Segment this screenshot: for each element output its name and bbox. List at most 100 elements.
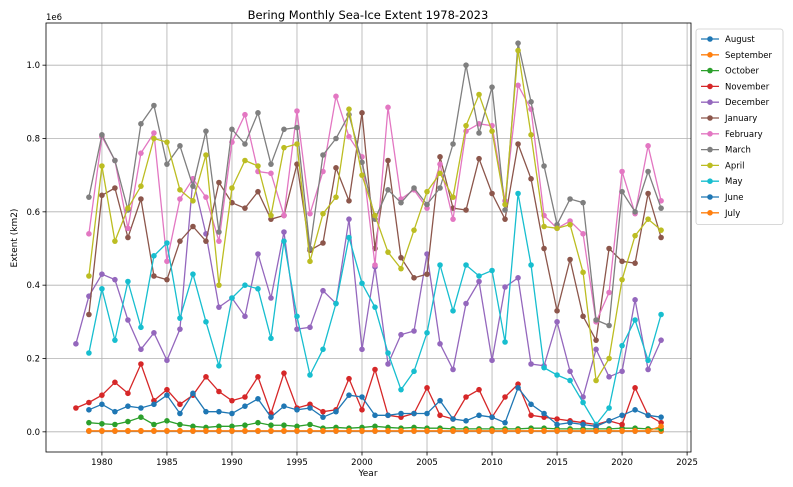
data-point-april	[190, 198, 196, 204]
data-point-may	[99, 286, 105, 292]
plot-frame	[45, 22, 692, 453]
data-point-december	[216, 304, 222, 310]
data-point-july	[346, 427, 352, 434]
data-point-november	[138, 361, 144, 367]
data-point-november	[528, 412, 534, 419]
data-point-april	[541, 223, 547, 230]
data-point-may	[658, 311, 664, 318]
data-point-april	[242, 157, 248, 164]
data-point-october	[177, 421, 183, 428]
data-point-january	[645, 190, 651, 197]
data-point-july	[372, 427, 378, 434]
data-point-november	[73, 405, 79, 411]
data-point-june	[372, 412, 378, 419]
data-point-january	[437, 154, 443, 160]
data-point-may	[528, 262, 534, 268]
data-point-may	[307, 372, 313, 378]
data-point-may	[463, 262, 469, 268]
data-point-april	[99, 163, 105, 169]
data-point-may	[86, 350, 92, 356]
data-point-june	[411, 410, 417, 417]
data-point-december	[138, 346, 144, 353]
data-point-may	[606, 405, 612, 411]
data-point-december	[515, 275, 521, 281]
data-point-december	[398, 331, 404, 338]
data-point-june	[138, 405, 144, 411]
data-point-july	[398, 427, 404, 434]
legend-marker-june	[707, 194, 713, 200]
series-may	[86, 190, 664, 428]
data-point-may	[515, 190, 521, 197]
data-point-march	[424, 201, 430, 208]
data-point-december	[437, 341, 443, 347]
data-point-february	[216, 238, 222, 244]
data-point-march	[645, 168, 651, 175]
data-point-december	[242, 313, 248, 320]
legend-box	[695, 28, 784, 226]
data-point-november	[476, 386, 482, 393]
data-point-december	[307, 324, 313, 331]
data-point-may	[450, 308, 456, 314]
data-point-november	[125, 390, 131, 397]
data-point-may	[255, 286, 261, 292]
data-point-march	[528, 99, 534, 105]
data-point-march	[138, 121, 144, 127]
data-point-january	[385, 157, 391, 164]
data-point-november	[242, 394, 248, 400]
data-point-july	[125, 427, 131, 434]
legend-item-july: July	[701, 209, 740, 219]
data-point-april	[437, 170, 443, 177]
data-point-may	[190, 271, 196, 277]
data-point-july	[112, 427, 118, 434]
data-point-march	[437, 185, 443, 191]
data-point-january	[528, 176, 534, 182]
data-point-june	[541, 410, 547, 417]
data-point-april	[489, 128, 495, 134]
data-point-february	[86, 231, 92, 237]
data-point-january	[242, 205, 248, 211]
data-point-april	[138, 183, 144, 189]
legend-item-june: June	[701, 193, 744, 203]
data-point-april	[151, 135, 157, 142]
data-point-april	[294, 141, 300, 147]
data-point-january	[411, 275, 417, 281]
data-point-may	[632, 317, 638, 323]
data-point-may	[437, 262, 443, 268]
data-point-april	[463, 122, 469, 129]
data-point-june	[567, 419, 573, 426]
data-point-november	[112, 379, 118, 386]
data-point-march	[658, 205, 664, 211]
data-point-july	[177, 427, 183, 434]
data-point-june	[346, 392, 352, 398]
data-point-april	[424, 188, 430, 195]
data-point-april	[164, 139, 170, 145]
data-point-december	[619, 368, 625, 375]
series-april	[86, 47, 664, 384]
data-point-july	[437, 427, 443, 434]
data-point-june	[385, 412, 391, 419]
x-tick-label: 2000	[351, 458, 373, 468]
data-point-june	[593, 423, 599, 430]
series-line-november	[75, 362, 662, 426]
data-point-may	[580, 399, 586, 406]
legend-label-april: April	[725, 161, 744, 171]
data-point-july	[658, 423, 664, 430]
data-point-december	[606, 374, 612, 380]
data-point-november	[281, 370, 287, 376]
data-point-may	[385, 350, 391, 356]
data-point-may	[554, 372, 560, 378]
data-point-may	[112, 337, 118, 343]
data-point-january	[489, 190, 495, 197]
legend-marker-september	[707, 52, 713, 58]
data-point-march	[268, 161, 274, 167]
data-point-april	[411, 227, 417, 233]
data-point-july	[86, 427, 92, 434]
data-point-november	[203, 374, 209, 380]
data-point-april	[307, 258, 313, 265]
data-point-april	[372, 212, 378, 219]
data-point-march	[229, 126, 235, 133]
data-point-may	[164, 240, 170, 246]
data-point-january	[632, 260, 638, 266]
legend-marker-july	[707, 210, 713, 216]
